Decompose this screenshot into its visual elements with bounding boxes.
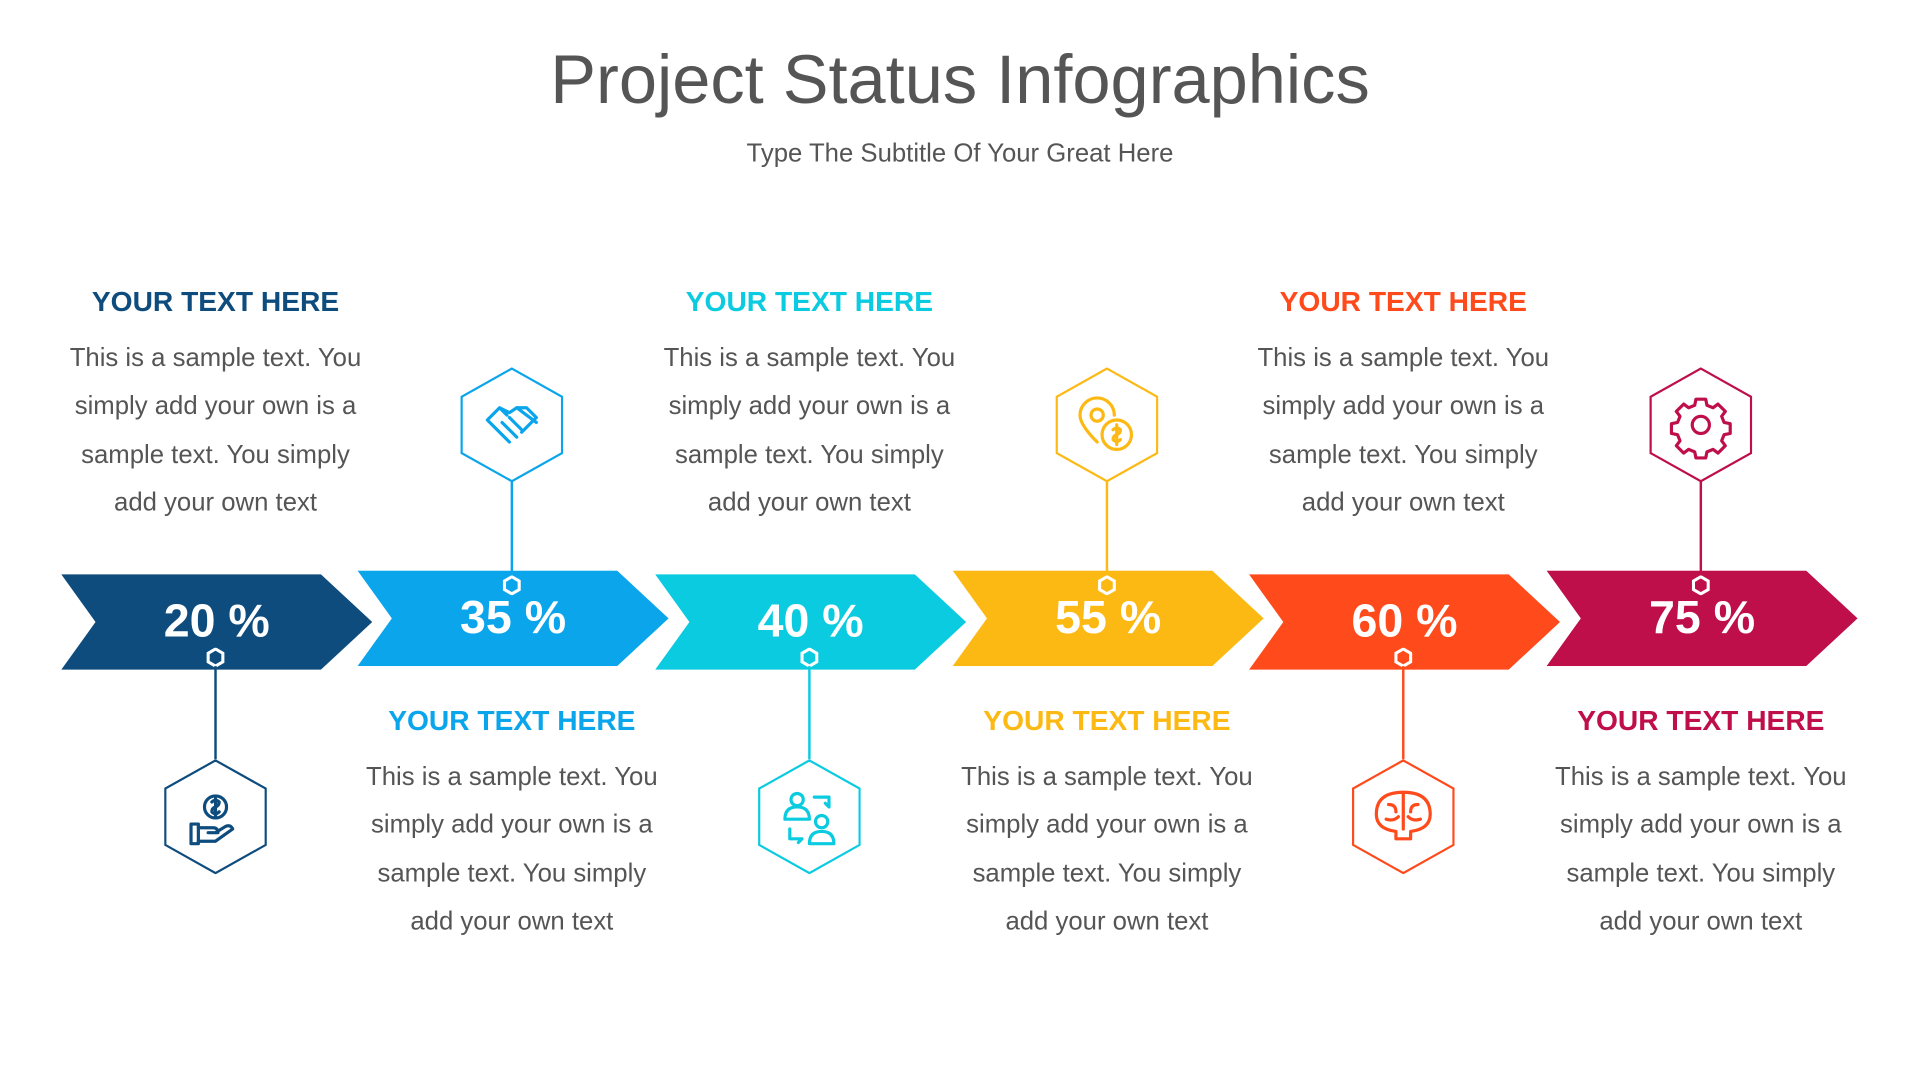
money-hand-icon	[189, 794, 235, 846]
step-text-line: add your own text	[1005, 907, 1209, 936]
percent-label: 40 %	[757, 596, 864, 648]
connector-line	[808, 666, 811, 760]
step-text-line: simply add your own is a	[371, 810, 653, 840]
step-heading: YOUR TEXT HERE	[983, 704, 1231, 736]
hexagon-badge	[1649, 367, 1753, 483]
percent-label: 55 %	[1055, 592, 1162, 645]
step-description: YOUR TEXT HERE This is a sample text. You…	[626, 285, 993, 526]
progress-arrow: 60 %	[1248, 574, 1561, 670]
percent-label: 20 %	[163, 596, 270, 648]
step-description: YOUR TEXT HERE This is a sample text. You…	[923, 704, 1290, 945]
connector-line	[1105, 481, 1109, 576]
chevron-shape	[357, 570, 669, 667]
step-text-line: simply add your own is a	[74, 392, 357, 421]
connector-marker	[206, 647, 226, 668]
connector-marker	[800, 647, 820, 668]
gear-icon	[1669, 397, 1732, 460]
page-subtitle: Type The Subtitle Of Your Great Here	[746, 139, 1174, 168]
chevron-shape	[655, 574, 967, 670]
step-text-line: add your own text	[1599, 907, 1803, 936]
step-text-line: This is a sample text. You	[663, 344, 956, 373]
percent-label: 60 %	[1351, 596, 1458, 648]
chevron-shape	[61, 574, 373, 670]
step-heading: YOUR TEXT HERE	[388, 704, 636, 736]
step-description: YOUR TEXT HERE This is a sample text. You…	[1220, 285, 1587, 526]
progress-arrow: 20 %	[61, 574, 373, 670]
step-text-line: sample text. You simply	[1566, 859, 1836, 888]
step-text-line: This is a sample text. You	[69, 344, 362, 373]
progress-arrow: 75 %	[1546, 570, 1858, 667]
connector-marker	[1393, 647, 1413, 668]
step-text-line: This is a sample text. You	[961, 762, 1253, 792]
step-text-line: simply add your own is a	[1262, 392, 1545, 421]
connector-line	[510, 481, 514, 576]
location-dollar-icon	[1078, 396, 1134, 451]
user-exchange-icon	[783, 791, 836, 846]
step-text-line: add your own text	[707, 488, 911, 517]
progress-arrow: 35 %	[357, 570, 669, 667]
percent-label: 35 %	[460, 592, 567, 645]
step-text-line: add your own text	[410, 907, 614, 936]
page-title: Project Status Infographics	[550, 40, 1370, 118]
hexagon-badge	[164, 759, 267, 875]
step-description: YOUR TEXT HERE This is a sample text. You…	[328, 704, 695, 945]
step-heading: YOUR TEXT HERE	[1279, 285, 1527, 318]
connector-line	[1699, 481, 1703, 576]
chevron-shape	[952, 570, 1264, 667]
step-text-line: simply add your own is a	[668, 392, 951, 421]
step-description: YOUR TEXT HERE This is a sample text. You…	[1517, 704, 1884, 945]
step-text-line: add your own text	[114, 488, 317, 517]
step-text-line: sample text. You simply	[377, 859, 647, 888]
hexagon-badge	[758, 759, 861, 875]
percent-label: 75 %	[1649, 592, 1756, 645]
progress-arrow: 55 %	[952, 570, 1264, 667]
step-text-line: sample text. You simply	[1268, 440, 1538, 469]
step-heading: YOUR TEXT HERE	[91, 285, 340, 318]
brain-icon	[1374, 790, 1432, 841]
chevron-shape	[1546, 570, 1858, 667]
handshake-icon	[485, 406, 538, 444]
step-text-line: simply add your own is a	[1560, 810, 1842, 840]
hexagon-badge	[1351, 759, 1455, 875]
step-text-line: This is a sample text. You	[366, 762, 658, 792]
step-heading: YOUR TEXT HERE	[685, 285, 934, 318]
step-heading: YOUR TEXT HERE	[1577, 704, 1825, 736]
connector-line	[1402, 666, 1405, 760]
connector-marker	[1097, 574, 1117, 596]
chevron-shape	[1248, 574, 1561, 670]
connector-line	[214, 666, 217, 760]
step-text-line: add your own text	[1301, 488, 1505, 517]
step-text-line: This is a sample text. You	[1257, 344, 1550, 373]
hexagon-badge	[1055, 367, 1159, 483]
progress-arrow: 40 %	[655, 574, 967, 670]
connector-marker	[502, 574, 522, 596]
step-description: YOUR TEXT HERE This is a sample text. You…	[32, 285, 399, 526]
step-text-line: sample text. You simply	[972, 859, 1242, 888]
step-text-line: simply add your own is a	[966, 810, 1248, 840]
step-text-line: sample text. You simply	[81, 440, 350, 469]
step-text-line: This is a sample text. You	[1555, 762, 1847, 792]
step-text-line: sample text. You simply	[675, 440, 944, 469]
connector-marker	[1691, 574, 1711, 596]
hexagon-badge	[460, 367, 564, 483]
